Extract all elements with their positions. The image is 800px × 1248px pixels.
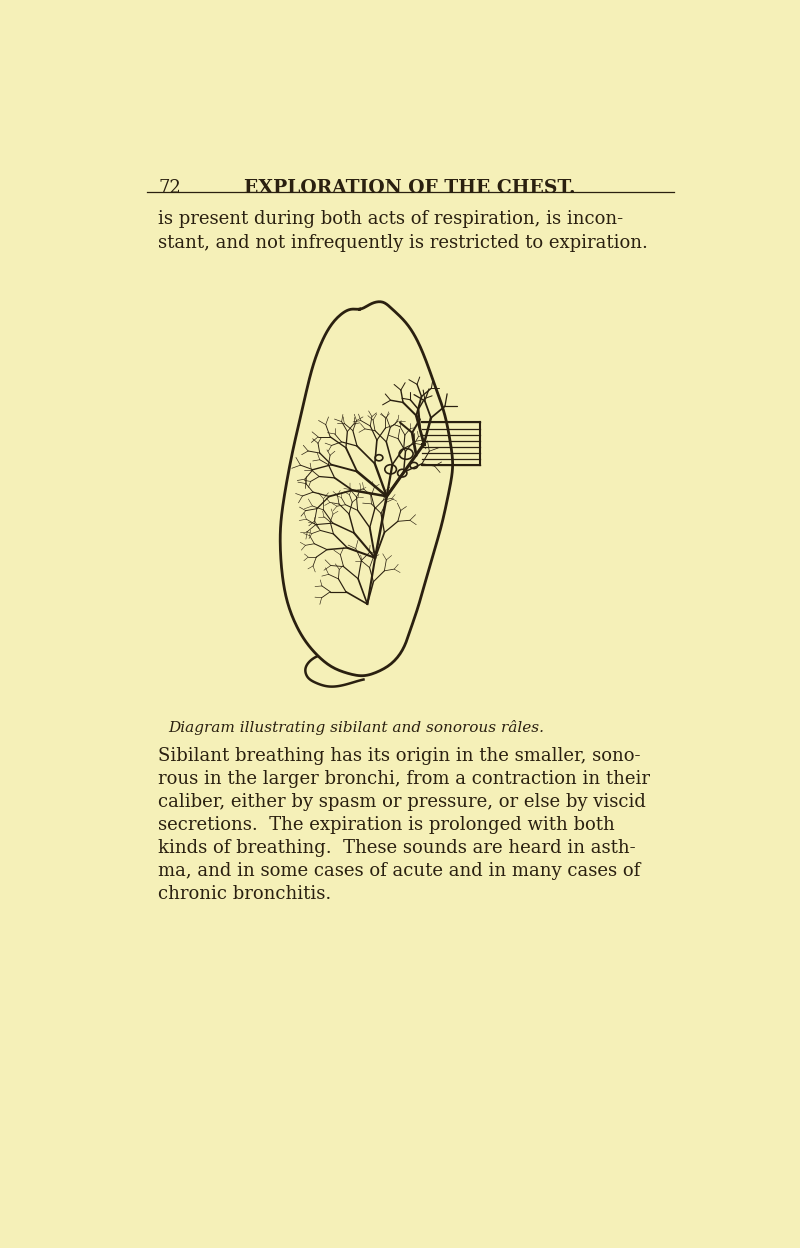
Text: 72: 72: [158, 178, 181, 197]
Text: is present during both acts of respiration, is incon-: is present during both acts of respirati…: [158, 210, 623, 228]
Text: kinds of breathing.  These sounds are heard in asth-: kinds of breathing. These sounds are hea…: [158, 839, 636, 857]
Text: stant, and not infrequently is restricted to expiration.: stant, and not infrequently is restricte…: [158, 235, 648, 252]
Text: EXPLORATION OF THE CHEST.: EXPLORATION OF THE CHEST.: [244, 178, 576, 197]
Text: Sibilant breathing has its origin in the smaller, sono-: Sibilant breathing has its origin in the…: [158, 746, 641, 765]
Text: chronic bronchitis.: chronic bronchitis.: [158, 885, 331, 904]
Text: secretions.  The expiration is prolonged with both: secretions. The expiration is prolonged …: [158, 816, 615, 834]
Text: caliber, either by spasm or pressure, or else by viscid: caliber, either by spasm or pressure, or…: [158, 792, 646, 811]
Text: Diagram illustrating sibilant and sonorous râles.: Diagram illustrating sibilant and sonoro…: [168, 720, 544, 735]
Text: ma, and in some cases of acute and in many cases of: ma, and in some cases of acute and in ma…: [158, 862, 640, 880]
Text: rous in the larger bronchi, from a contraction in their: rous in the larger bronchi, from a contr…: [158, 770, 650, 787]
